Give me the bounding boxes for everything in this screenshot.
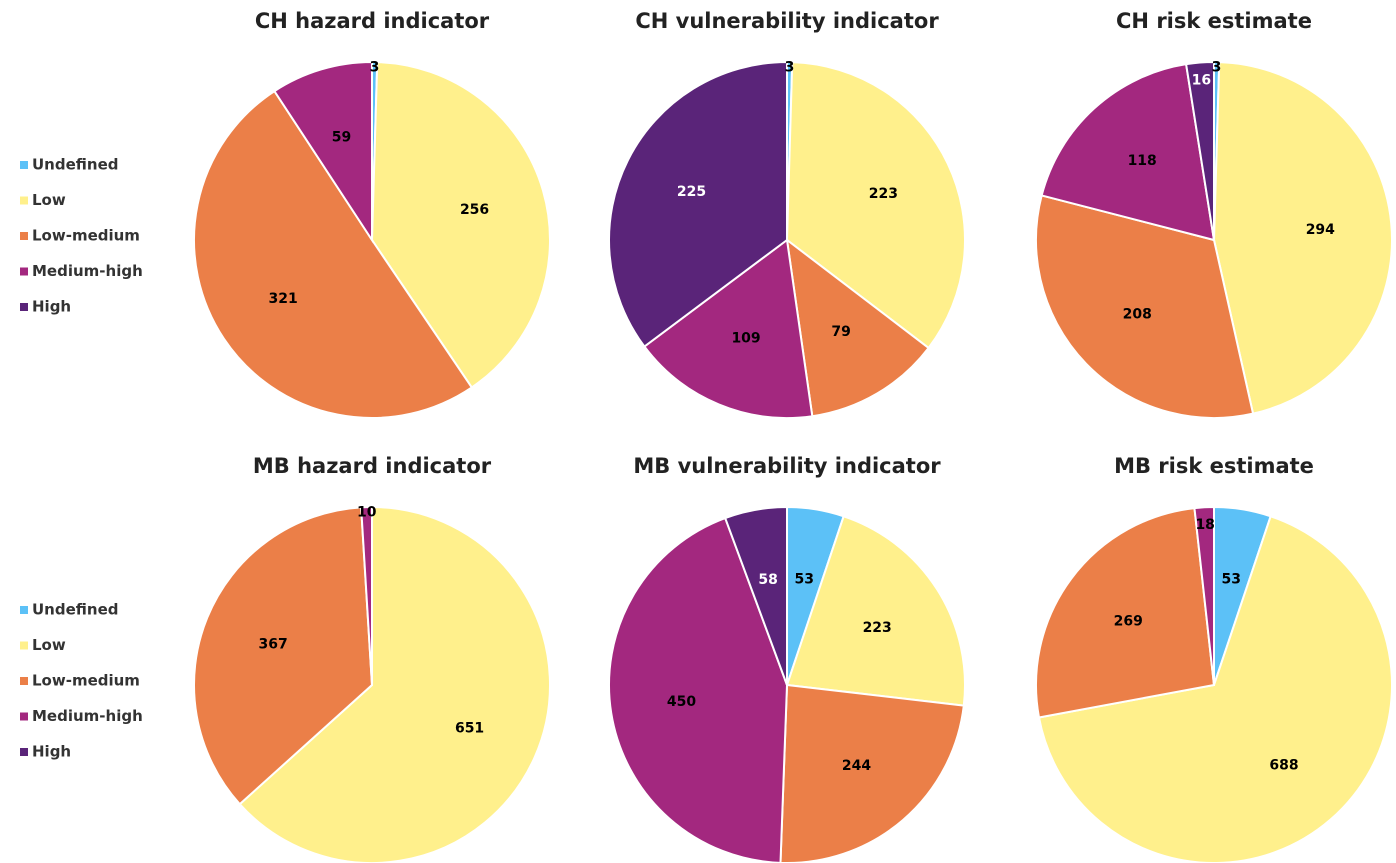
pie-slice (723, 505, 788, 686)
chart-title: MB vulnerability indicator (633, 454, 941, 478)
pie-slice (642, 238, 814, 419)
data-label: 79 (831, 324, 850, 340)
chart-title: MB hazard indicator (253, 454, 492, 478)
pie-slice (1040, 63, 1216, 242)
legend-swatch (20, 606, 28, 614)
data-label: 450 (667, 694, 696, 710)
data-label: 294 (1306, 222, 1335, 238)
data-label: 688 (1269, 758, 1298, 774)
pie-slice (608, 516, 789, 863)
legend-swatch (20, 677, 28, 685)
pie-slice (360, 505, 373, 686)
legend-label: Undefined (32, 156, 118, 174)
legend-label: Medium-high (32, 262, 143, 280)
legend-swatch (20, 748, 28, 756)
data-label: 223 (863, 620, 892, 636)
data-label: 53 (794, 572, 813, 588)
pie-slice (785, 61, 966, 350)
legend-swatch (20, 161, 28, 169)
data-label: 118 (1128, 153, 1157, 169)
pie-slice (785, 237, 930, 418)
legend-label: Undefined (32, 601, 118, 619)
data-label: 321 (268, 291, 297, 307)
data-label: 256 (460, 202, 489, 218)
pie-slice (273, 60, 373, 244)
pie-slice (779, 683, 965, 863)
data-label: 53 (1221, 572, 1240, 588)
legend-label: High (32, 298, 71, 316)
pie-slice (1034, 506, 1216, 719)
data-label: 3 (1212, 59, 1222, 75)
chart-title: CH risk estimate (1116, 9, 1312, 33)
pie-slice (238, 505, 551, 863)
data-label: 208 (1123, 306, 1152, 322)
legend-label: High (32, 743, 71, 761)
pie-slice (193, 89, 474, 419)
data-label: 269 (1114, 613, 1143, 629)
legend-swatch (20, 232, 28, 240)
data-label: 109 (731, 331, 760, 347)
data-label: 223 (869, 186, 898, 202)
data-label: 225 (677, 184, 706, 200)
pie-slice (608, 60, 788, 348)
pie-slice (1184, 60, 1215, 241)
data-label: 58 (758, 572, 777, 588)
pie-slice (1037, 514, 1393, 863)
data-label: 3 (785, 59, 795, 75)
chart-title: CH vulnerability indicator (635, 9, 939, 33)
legend-swatch (20, 712, 28, 721)
legend-swatch (20, 303, 28, 311)
pie-slice (1035, 194, 1255, 419)
data-label: 244 (842, 758, 871, 774)
data-label: 18 (1195, 517, 1214, 533)
legend-swatch (20, 267, 28, 276)
chart-title: MB risk estimate (1114, 454, 1314, 478)
pie-slice (1193, 505, 1215, 686)
legend-swatch (20, 196, 28, 205)
legend-label: Low-medium (32, 227, 140, 245)
pie-slice (785, 514, 966, 707)
data-label: 16 (1192, 72, 1211, 88)
pie-slice (193, 506, 374, 806)
data-label: 367 (259, 637, 288, 653)
pie-slice (370, 61, 551, 389)
data-label: 3 (370, 59, 380, 75)
pie-slice (1212, 61, 1393, 415)
legend-label: Low (32, 191, 66, 209)
data-label: 10 (357, 504, 377, 520)
legend-label: Low-medium (32, 672, 140, 690)
data-label: 651 (455, 720, 484, 736)
chart-title: CH hazard indicator (255, 9, 490, 33)
legend-label: Medium-high (32, 707, 143, 725)
legend-swatch (20, 641, 28, 650)
legend-label: Low (32, 636, 66, 654)
data-label: 59 (332, 130, 351, 146)
